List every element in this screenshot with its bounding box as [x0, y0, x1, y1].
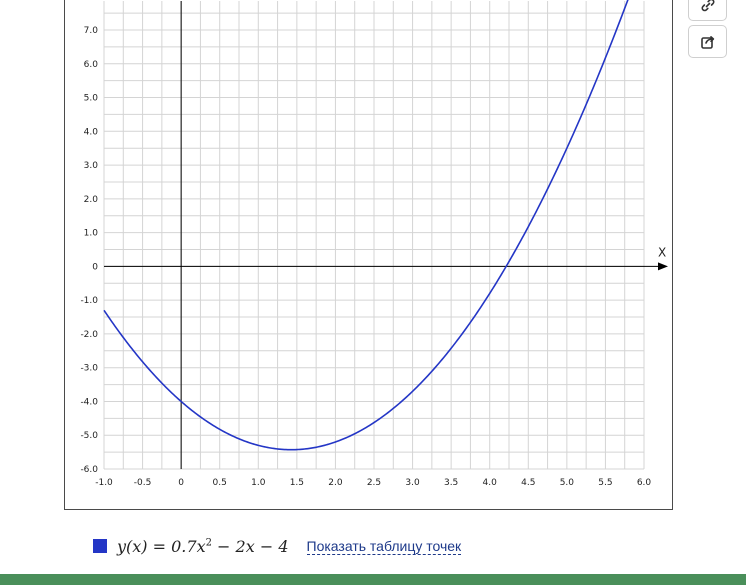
data-point: [412, 391, 414, 393]
x-tick-label: -0.5: [134, 478, 152, 488]
data-point: [335, 441, 337, 443]
y-tick-label: -2.0: [80, 330, 98, 340]
data-point: [142, 361, 144, 363]
curve-layer: [103, 0, 629, 451]
x-tick-label: -1.0: [95, 478, 113, 488]
x-tick-label: 2.5: [367, 478, 381, 488]
x-tick-label: 5.5: [598, 478, 612, 488]
show-points-table-link[interactable]: Показать таблицу точек: [306, 537, 462, 555]
x-tick-label: 5.0: [560, 478, 575, 488]
function-formula: y(x) = 0.7x2 − 2x − 4: [117, 536, 289, 556]
y-tick-label: 4.0: [84, 127, 99, 137]
link-icon: [701, 0, 714, 11]
share-icon: [700, 35, 714, 49]
graph-frame: X -1.0 -0.5 0 0.5 1.0 1.5 2.0 2.5 3.0 3.5 4.0 4.5 5.0…: [64, 0, 673, 510]
y-tick-label: -1.0: [80, 296, 98, 306]
y-tick-label: 1.0: [84, 229, 99, 239]
x-tick-label: 0: [178, 478, 184, 488]
copy-link-button[interactable]: [688, 0, 727, 21]
y-tick-label: 0: [92, 262, 98, 272]
data-point: [489, 293, 491, 295]
x-tick-label: 2.0: [328, 478, 343, 488]
x-tick-label: 1.5: [290, 478, 304, 488]
function-plot: X -1.0 -0.5 0 0.5 1.0 1.5 2.0 2.5 3.0 3.5 4.0 4.5 5.0…: [80, 0, 668, 488]
y-tick-label: -5.0: [80, 431, 98, 441]
x-tick-label: 3.5: [444, 478, 458, 488]
grid-layer: [103, 1, 645, 470]
data-point: [291, 449, 293, 451]
x-tick-label: 1.0: [251, 478, 266, 488]
data-point: [566, 147, 568, 149]
series-line: [103, 0, 629, 451]
data-point: [450, 347, 452, 349]
data-point: [180, 401, 182, 403]
share-button[interactable]: [688, 25, 727, 58]
data-point: [527, 226, 529, 228]
data-point: [506, 266, 508, 268]
x-axis-arrow: [658, 262, 668, 271]
y-tick-label: 6.0: [84, 60, 99, 70]
x-tick-label: 6.0: [637, 478, 652, 488]
y-tick-label: 5.0: [84, 94, 99, 104]
y-tick-label: 2.0: [84, 195, 99, 205]
data-point: [257, 445, 259, 447]
data-point: [103, 309, 105, 311]
y-tick-label: -6.0: [80, 465, 98, 475]
x-tick-label: 3.0: [405, 478, 420, 488]
legend: y(x) = 0.7x2 − 2x − 4 Показать таблицу т…: [93, 533, 462, 559]
series-color-swatch: [93, 539, 107, 553]
axes-layer: [104, 1, 668, 469]
data-point: [605, 57, 607, 59]
y-tick-label: 3.0: [84, 161, 99, 171]
y-tick-label: -4.0: [80, 397, 98, 407]
labels-layer: X -1.0 -0.5 0 0.5 1.0 1.5 2.0 2.5 3.0 3.5 4.0 4.5 5.0…: [80, 26, 666, 488]
data-point: [373, 422, 375, 424]
x-tick-label: 4.0: [483, 478, 498, 488]
y-tick-label: 7.0: [84, 26, 99, 36]
x-tick-label: 0.5: [213, 478, 227, 488]
x-tick-label: 4.5: [521, 478, 535, 488]
footer-band: [0, 574, 746, 585]
x-axis-name: X: [658, 245, 666, 259]
data-point: [219, 429, 221, 431]
y-tick-label: -3.0: [80, 364, 98, 374]
